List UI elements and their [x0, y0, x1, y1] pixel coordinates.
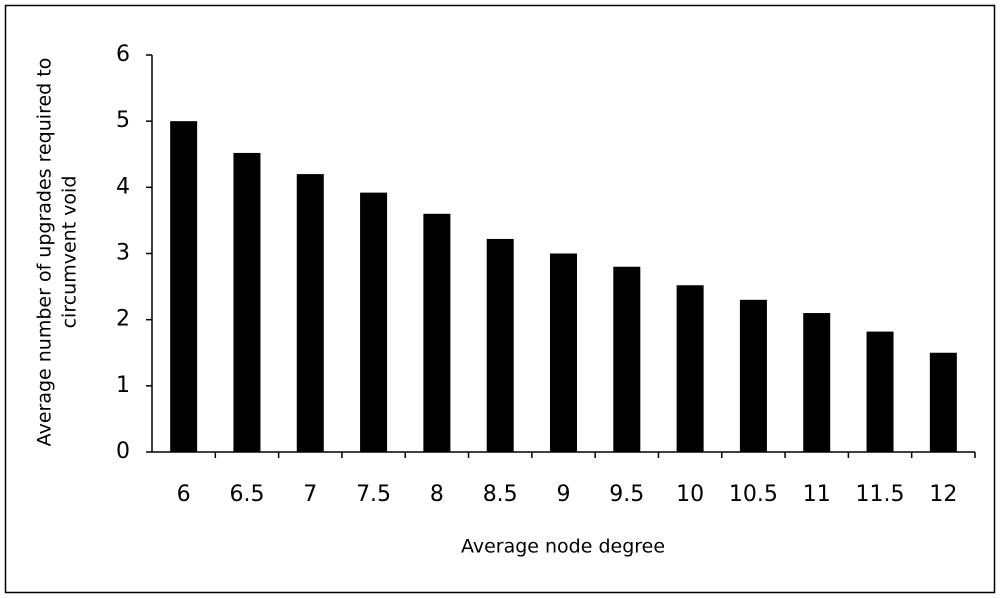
x-tick-label: 9: [557, 482, 571, 507]
x-tick-label: 9.5: [609, 482, 644, 507]
bar: [613, 266, 641, 452]
bar: [486, 238, 514, 452]
bar: [360, 192, 388, 453]
bar: [550, 253, 577, 452]
y-tick-label: 6: [116, 42, 130, 67]
bar: [233, 152, 261, 452]
x-tick-label: 8: [430, 482, 444, 507]
bar: [676, 285, 704, 452]
x-tick-label: 6.5: [229, 482, 264, 507]
x-tick-label: 7: [303, 482, 317, 507]
y-tick-label: 3: [116, 241, 130, 266]
x-tick-label: 10.5: [729, 482, 778, 507]
x-tick-label: 6: [177, 482, 191, 507]
bar: [170, 121, 198, 453]
bar: [929, 352, 957, 452]
y-axis-label: circumvent void: [59, 176, 81, 329]
bar: [739, 299, 767, 452]
x-axis-label: Average node degree: [461, 536, 665, 558]
x-tick-label: 8.5: [483, 482, 518, 507]
y-tick-label: 1: [116, 373, 130, 398]
x-tick-label: 10: [676, 482, 704, 507]
y-tick-label: 2: [116, 307, 130, 332]
x-tick-label: 12: [929, 482, 957, 507]
x-tick-label: 11: [803, 482, 831, 507]
bar: [296, 174, 324, 452]
y-tick-label: 5: [116, 108, 130, 133]
y-axis-label: Average number of upgrades required to: [34, 58, 56, 447]
x-tick-label: 11.5: [856, 482, 905, 507]
y-tick-label: 4: [116, 174, 130, 199]
bar: [866, 331, 894, 452]
x-tick-label: 7.5: [356, 482, 391, 507]
bar: [803, 313, 831, 452]
y-tick-label: 0: [116, 439, 130, 464]
bar: [423, 213, 451, 452]
